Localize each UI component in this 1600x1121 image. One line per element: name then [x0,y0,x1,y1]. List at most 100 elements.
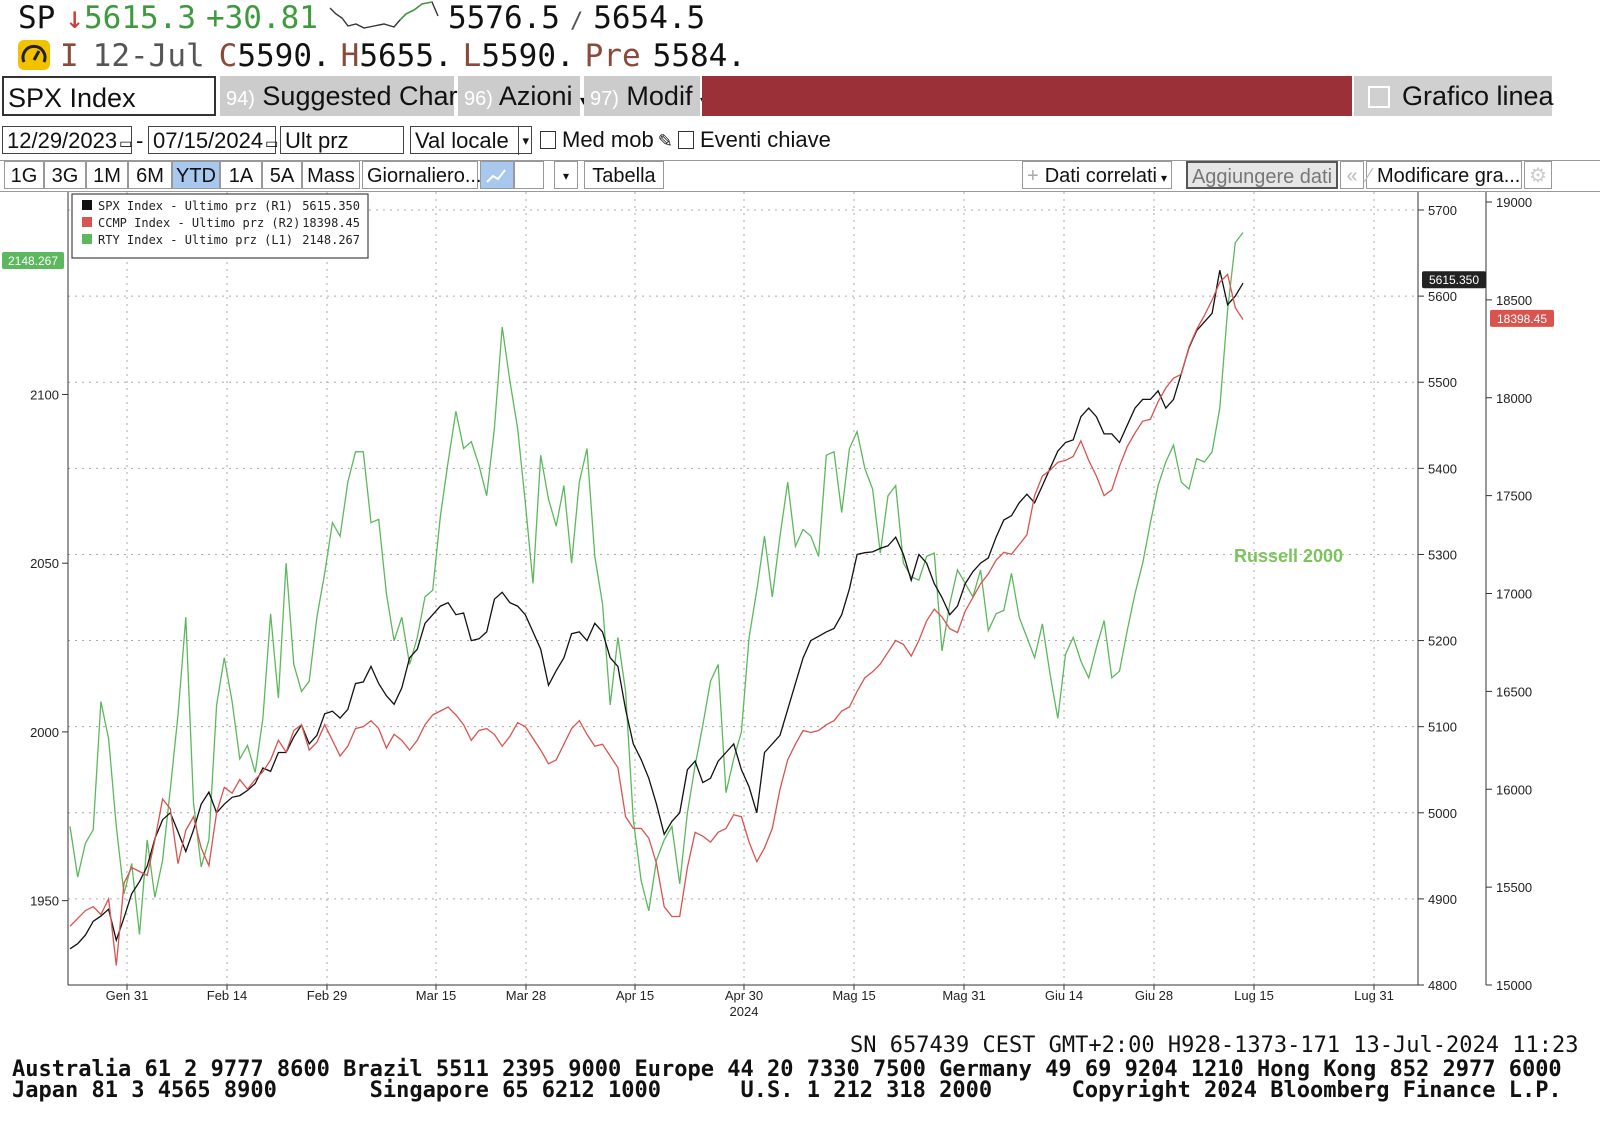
tab-3g[interactable]: 3G [44,161,86,189]
gauge-icon[interactable] [18,40,50,70]
moving-average-checkbox[interactable] [540,131,556,149]
last-price: 5615.3 [84,0,196,36]
r1-tick-label: 5400 [1428,461,1457,476]
ccmp-last-label-text: 18398.45 [1497,312,1547,326]
left-tick-label: 2050 [30,556,59,571]
date-dash: - [136,128,144,153]
toolbar-periods: 1G 3G 1M 6M YTD 1A 5A Mass Giornaliero..… [0,160,1600,192]
rty-index-line [69,232,1244,935]
chart-type-button[interactable]: Grafico linea [1354,76,1554,116]
key-events-toggle[interactable]: Eventi chiave [678,126,831,154]
modify-chart-button[interactable]: ⁄ Modificare gra... [1366,161,1522,189]
tab-5a[interactable]: 5A [262,161,302,189]
calendar-icon[interactable]: ▭ [265,135,279,151]
tab-1m[interactable]: 1M [86,161,128,189]
contact-line-2: Japan 81 3 4565 8900 Singapore 65 6212 1… [12,1078,1562,1103]
end-date: 07/15/2024 [153,128,264,153]
key-events-label: Eventi chiave [700,127,831,152]
end-date-field[interactable]: 07/15/2024 ▭ [148,126,279,154]
currency-select[interactable]: Val locale ▾ [410,126,532,155]
rty-last-label-text: 2148.267 [8,254,58,268]
pre-label: Pre [584,38,641,74]
chevron-down-icon[interactable]: ▾ [554,161,578,189]
blank-tool[interactable] [514,161,544,189]
r1-tick-label: 5700 [1428,203,1457,218]
tab-label: 6M [136,165,164,187]
x-tick-label: Mar 28 [506,988,546,1003]
price-chart[interactable]: 4800 4900 5000 5100 5200 5300 5400 5500 5600 5700… [0,190,1600,1030]
suggested-charts-menu[interactable]: 94) Suggested Charts ▾ [220,76,493,116]
modif-menu[interactable]: 97) Modif ▾ [584,76,707,116]
azioni-num: 96) [464,88,493,110]
tab-label: Mass [307,165,355,187]
quote-details: I 12-Jul C5590. H5655. L5590. Pre 5584. [18,38,746,74]
line-chart-icon[interactable] [480,161,514,189]
x-tick-label: Apr 15 [616,988,654,1003]
russell-annotation: Russell 2000 [1234,546,1343,566]
range-separator: / [569,9,584,34]
chart-type-label: Grafico linea [1402,81,1554,111]
x-tick-label: Feb 29 [307,988,347,1003]
tab-label: 3G [51,165,79,187]
legend-box: SPX Index - Ultimo prz (R1) 5615.350CCMP … [71,193,369,259]
toolbar-main: SPX Index 94) Suggested Charts ▾ 96) Azi… [0,76,1600,118]
rty-last-label-bg [2,252,64,269]
r2-tick-label: 15500 [1496,880,1532,895]
chevron-down-icon: ▾ [580,92,587,108]
low-value: 5590. [481,38,575,74]
moving-average-toggle[interactable]: Med mob ✎ [540,126,673,154]
field-value: Ult prz [285,128,349,153]
tab-6m[interactable]: 6M [128,161,172,189]
quote-header: SP ↓5615.3 +30.81 5576.5 / 5654.5 [18,0,715,36]
tab-mass[interactable]: Mass [302,161,360,189]
toolbar-dates: 12/29/2023 ▭ - 07/15/2024 ▭ Ult prz Val lo… [0,126,1600,158]
table-button[interactable]: Tabella [584,161,664,189]
r2-tick-label: 16000 [1496,782,1532,797]
chart-series [69,232,1244,966]
security-field[interactable]: SPX Index [2,76,216,116]
r1-tick-label: 5200 [1428,634,1457,649]
field-select[interactable]: Ult prz [280,126,404,154]
key-events-checkbox[interactable] [678,131,694,149]
add-data-label: Aggiungere dati [1191,166,1333,188]
start-date-field[interactable]: 12/29/2023 ▭ [2,126,132,154]
collapse-icon[interactable]: « [1340,161,1364,189]
modif-num: 97) [590,88,619,110]
status-flag: I [60,38,79,74]
x-tick-label: Giu 28 [1135,988,1173,1003]
tab-label: 5A [269,165,295,187]
add-data-button[interactable]: Aggiungere dati [1186,161,1338,189]
tab-1a[interactable]: 1A [220,161,262,189]
security-name: SPX Index [8,83,136,113]
related-data-menu[interactable]: + Dati correlati ▾ [1022,161,1172,189]
chart-grid [68,192,1418,986]
ccmp-last-label-bg [1490,309,1554,327]
high-range: 5654.5 [593,0,706,36]
x-tick-label: Lug 31 [1354,988,1394,1003]
tab-ytd[interactable]: YTD [172,161,220,189]
tab-label: 1M [93,165,121,187]
azioni-menu[interactable]: 96) Azioni ▾ [458,76,587,116]
moving-average-label: Med mob [562,127,654,152]
left-tick-label: 2000 [30,725,59,740]
ccmp-last-label: 18398.45 [1490,309,1554,327]
suggested-num: 94) [226,88,255,110]
x-tick-label: Mag 15 [832,988,875,1003]
pencil-icon[interactable]: ✎ [657,131,673,151]
left-tick-label: 2100 [30,387,59,402]
x-year-label: 2024 [730,1004,759,1019]
plus-icon: + [1027,165,1039,187]
settings-gear-icon[interactable]: ⚙ [1524,161,1552,189]
tab-label: YTD [176,165,216,187]
rty-last-label: 2148.267 [2,252,64,269]
suggested-label: Suggested Charts [262,81,479,111]
tab-label: 1A [228,165,254,187]
period-select[interactable]: Giornaliero... [362,161,482,189]
calendar-icon[interactable]: ▭ [119,135,133,151]
r1-tick-label: 5500 [1428,375,1457,390]
sparkline-icon [329,1,439,29]
x-tick-label: Mar 15 [416,988,456,1003]
azioni-label: Azioni [498,81,573,111]
spx-index-line [69,270,1244,950]
tab-1g[interactable]: 1G [4,161,44,189]
